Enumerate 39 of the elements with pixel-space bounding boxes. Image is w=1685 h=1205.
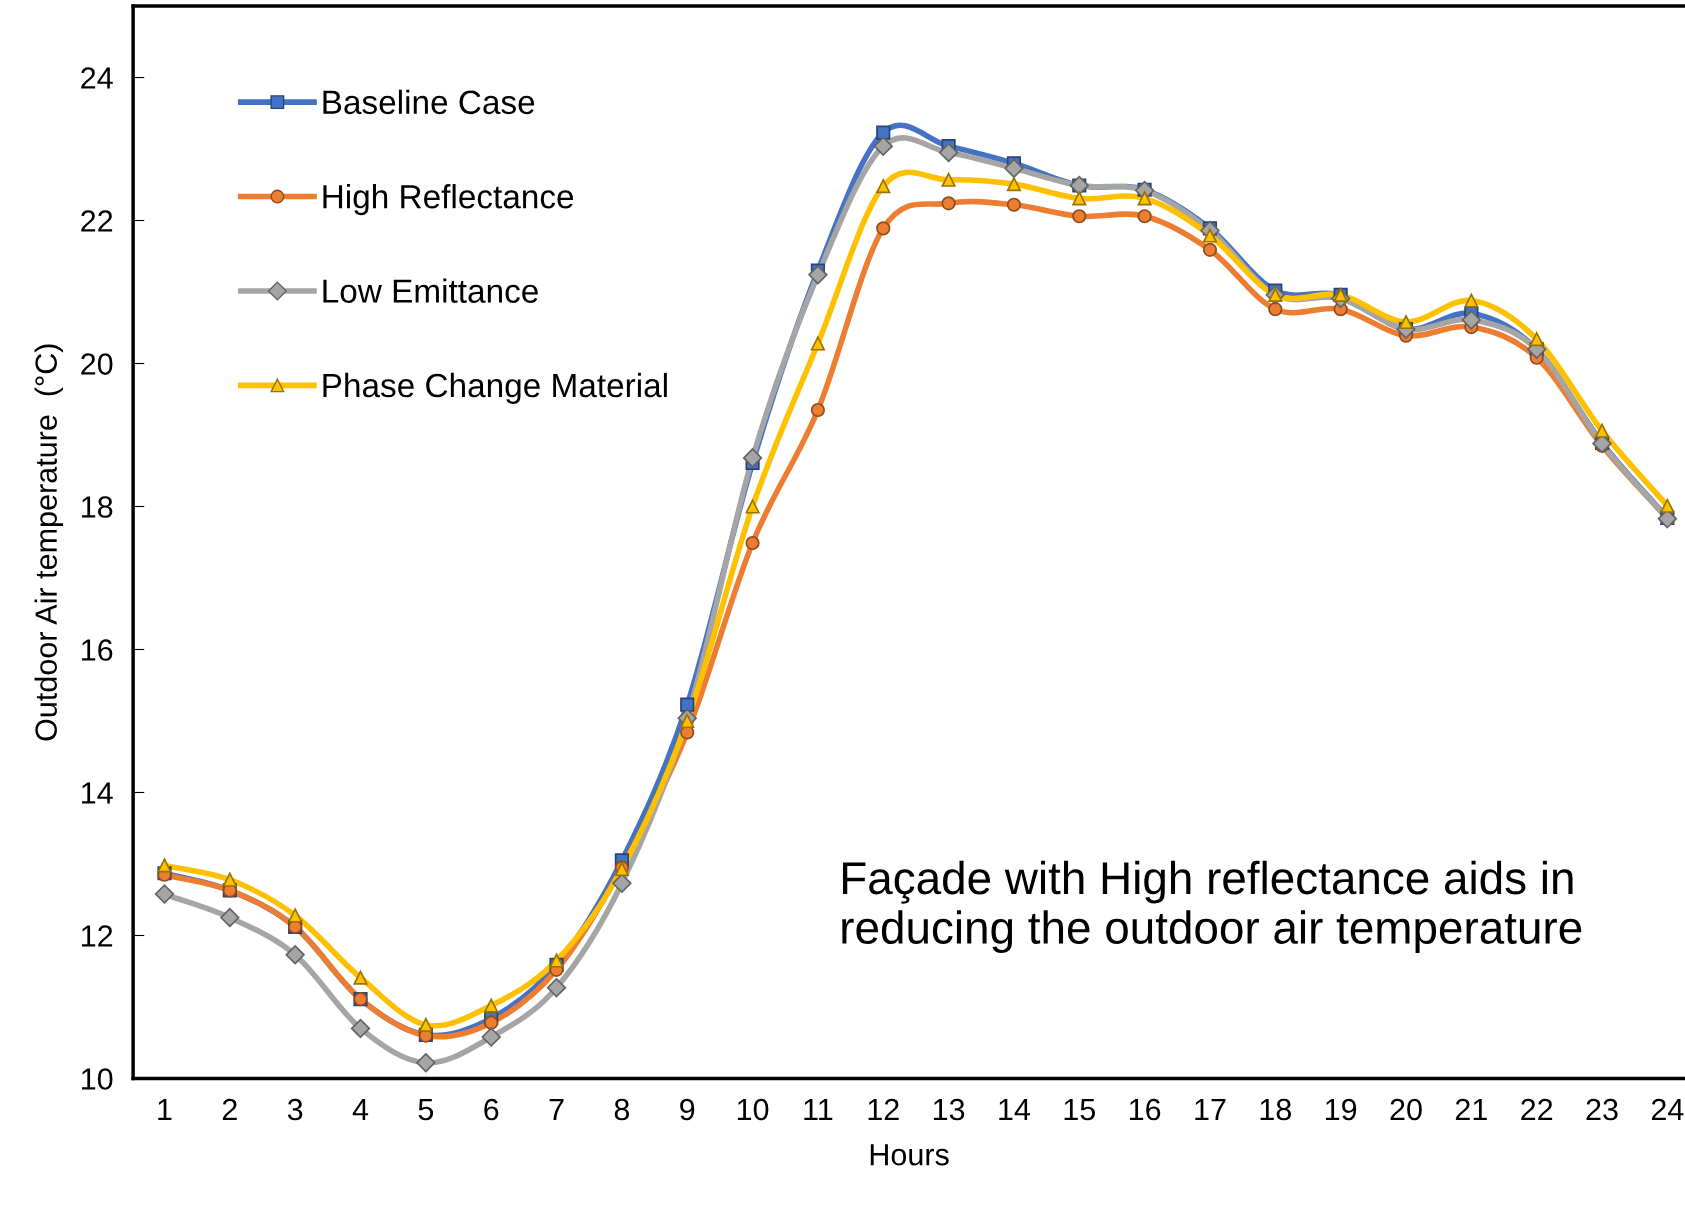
x-tick-label: 7 [549, 1099, 564, 1121]
x-tick-label: 5 [418, 1099, 434, 1121]
x-tick-label: 23 [1586, 1098, 1618, 1121]
y-tick-label: 10 [82, 1068, 113, 1090]
x-tick-label: 20 [1390, 1098, 1422, 1121]
annotation: Façade with High reflectance aids in reducing the outdoor air temperature [842, 860, 1582, 954]
y-tick-label: 14 [82, 782, 113, 804]
y-tick-label: 16 [82, 639, 113, 661]
legend-label: High Reflectance [323, 184, 574, 216]
x-tick-label: 24 [1651, 1098, 1684, 1121]
x-tick-label: 16 [1129, 1098, 1161, 1121]
legend-label: Phase Change Material [323, 372, 667, 404]
x-tick-label: 12 [868, 1098, 899, 1121]
x-axis-title: Hours [870, 1144, 949, 1166]
x-tick-label: 14 [999, 1099, 1031, 1121]
y-tick-label: 12 [82, 925, 113, 947]
x-tick-label: 19 [1325, 1098, 1357, 1121]
y-tick-label: 22 [81, 210, 113, 232]
legend-label: Low Emittance [323, 278, 538, 303]
legend-label: Baseline Case [323, 89, 535, 115]
x-tick-label: 18 [1260, 1098, 1291, 1121]
x-tick-label: 21 [1455, 1098, 1487, 1121]
y-tick-label: 18 [82, 496, 113, 518]
x-tick-label: 6 [484, 1098, 499, 1121]
x-tick-label: 22 [1521, 1098, 1553, 1121]
y-tick-label: 24 [81, 67, 113, 89]
x-tick-label: 10 [737, 1098, 769, 1121]
x-tick-label: 13 [933, 1098, 965, 1121]
x-tick-label: 8 [614, 1098, 630, 1121]
x-tick-label: 2 [222, 1098, 237, 1121]
x-tick-label: 3 [287, 1098, 303, 1121]
x-tick-label: 11 [804, 1099, 833, 1121]
x-tick-label: 9 [680, 1098, 695, 1121]
y-tick-label: 20 [81, 353, 113, 375]
x-tick-label: 17 [1195, 1099, 1226, 1121]
x-tick-label: 1 [158, 1099, 172, 1121]
x-tick-label: 15 [1064, 1099, 1095, 1121]
x-tick-label: 4 [352, 1099, 369, 1121]
y-axis-title: Outdoor Air temperature (°C) [34, 344, 64, 741]
